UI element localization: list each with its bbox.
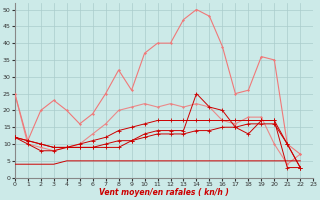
- X-axis label: Vent moyen/en rafales ( kn/h ): Vent moyen/en rafales ( kn/h ): [99, 188, 229, 197]
